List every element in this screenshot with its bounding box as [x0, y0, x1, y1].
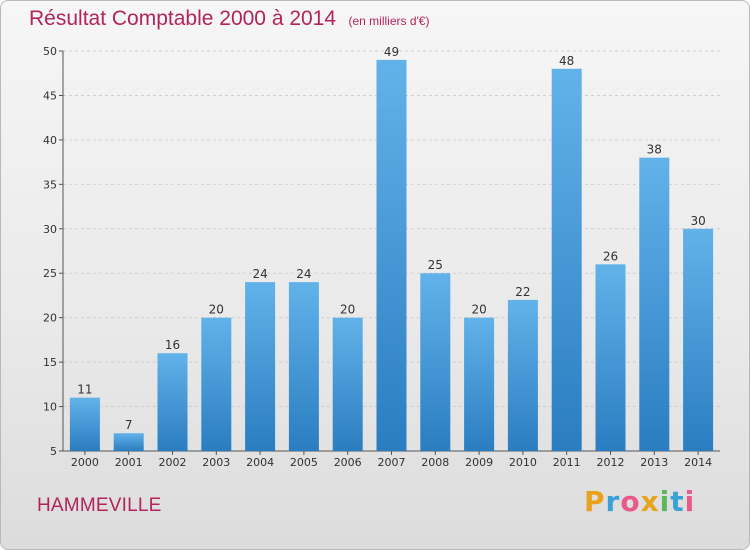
bar-2003	[201, 317, 232, 451]
logo-letter: P	[584, 485, 606, 518]
y-tick-label: 15	[43, 356, 57, 369]
data-label: 30	[690, 214, 705, 228]
chart-title-block: Résultat Comptable 2000 à 2014 (en milli…	[29, 7, 429, 31]
data-label: 26	[603, 249, 618, 263]
bar-2000	[69, 397, 100, 451]
x-tick-label: 2007	[378, 456, 406, 469]
x-tick-label: 2010	[509, 456, 537, 469]
bar-2014	[683, 228, 714, 451]
place-name: HAMMEVILLE	[37, 495, 162, 516]
labels: 5 10 15 20 25 30 35 40 45 50 2000 11 2001 7 2002 16 2003…	[43, 45, 712, 469]
x-tick-label: 2009	[465, 456, 493, 469]
y-tick-label: 45	[43, 89, 57, 102]
logo-letter: t	[670, 485, 685, 518]
bar-2008	[420, 273, 451, 451]
data-label: 20	[340, 303, 355, 317]
x-tick-label: 2014	[684, 456, 712, 469]
logo-letter: r	[605, 485, 621, 518]
x-tick-label: 2008	[421, 456, 449, 469]
bar-2005	[288, 282, 319, 451]
data-label: 20	[209, 303, 224, 317]
x-tick-label: 2003	[202, 456, 230, 469]
x-tick-label: 2006	[334, 456, 362, 469]
bar-2013	[639, 157, 670, 451]
data-label: 25	[428, 258, 443, 272]
chart-unit: (en milliers d'€)	[348, 14, 430, 28]
bar-2011	[551, 68, 582, 452]
bar-2002	[157, 353, 188, 451]
bar-2007	[376, 59, 407, 452]
y-tick-label: 25	[43, 267, 57, 280]
data-label: 24	[252, 267, 267, 281]
x-tick-label: 2002	[159, 456, 187, 469]
proxiti-logo: Proxiti	[584, 485, 695, 518]
y-tick-label: 30	[43, 223, 57, 236]
logo-letter: i	[684, 485, 696, 518]
data-label: 48	[559, 54, 574, 68]
data-label: 20	[471, 303, 486, 317]
bar-2006	[332, 317, 363, 451]
y-tick-label: 10	[43, 401, 57, 414]
bar-2009	[464, 317, 495, 451]
y-tick-label: 5	[50, 445, 57, 458]
chart-title: Résultat Comptable 2000 à 2014	[29, 7, 337, 30]
data-label: 49	[384, 45, 399, 59]
x-tick-label: 2004	[246, 456, 274, 469]
data-label: 16	[165, 338, 180, 352]
bar-2004	[245, 282, 276, 451]
x-tick-label: 2012	[597, 456, 625, 469]
y-tick-label: 50	[43, 45, 57, 58]
y-tick-label: 40	[43, 134, 57, 147]
logo-letter: i	[659, 485, 671, 518]
x-tick-label: 2001	[115, 456, 143, 469]
bar-2012	[595, 264, 626, 451]
x-tick-label: 2005	[290, 456, 318, 469]
logo-letter: o	[620, 485, 641, 518]
x-tick-label: 2011	[553, 456, 581, 469]
y-tick-label: 35	[43, 178, 57, 191]
bar-2010	[507, 299, 538, 451]
x-tick-label: 2000	[71, 456, 99, 469]
data-label: 22	[515, 285, 530, 299]
bars	[69, 59, 714, 452]
data-label: 11	[77, 383, 92, 397]
y-tick-label: 20	[43, 312, 57, 325]
bar-2001	[113, 433, 144, 451]
logo-letter: x	[640, 485, 660, 518]
data-label: 38	[647, 143, 662, 157]
data-label: 24	[296, 267, 311, 281]
data-label: 7	[125, 418, 133, 432]
x-tick-label: 2013	[640, 456, 668, 469]
